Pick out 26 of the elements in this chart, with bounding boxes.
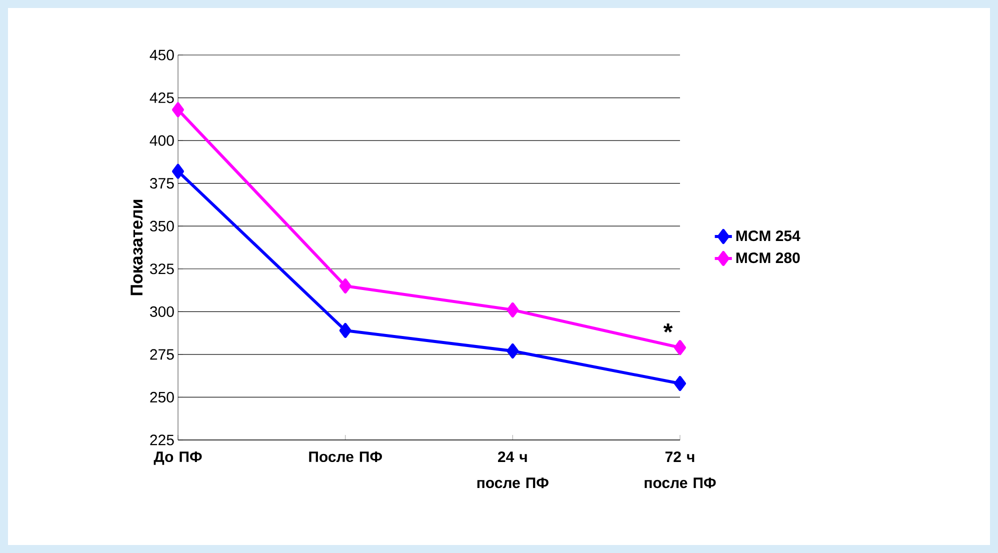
point [506, 344, 519, 359]
y-tick-label: 400 [150, 135, 174, 146]
y-tick-label: 450 [150, 50, 174, 60]
y-axis-title: Показатели [130, 200, 143, 296]
x-tick-label: После ПФ [309, 452, 382, 462]
point [674, 376, 686, 392]
y-tick-label: 300 [150, 306, 174, 317]
y-tick-label: 225 [150, 434, 174, 446]
legend-label: MCM 254 [736, 230, 800, 242]
point [172, 164, 184, 179]
annotation: * [663, 324, 673, 332]
x-tick-label: 24 ч после ПФ [477, 452, 548, 488]
y-tick-label: 275 [150, 349, 174, 360]
point [172, 102, 184, 118]
point [506, 302, 519, 318]
y-tick-label: 425 [150, 92, 174, 104]
x-tick-label: До ПФ [154, 452, 202, 465]
y-tick-label: 325 [150, 264, 174, 274]
point [339, 322, 352, 338]
point [339, 278, 352, 294]
point [674, 340, 686, 356]
y-tick-label: 250 [150, 392, 174, 403]
y-tick-label: 375 [150, 178, 174, 189]
y-tick-label: 350 [150, 220, 174, 232]
legend-label: MCM 280 [736, 252, 800, 264]
x-tick-label: 72 ч после ПФ [644, 452, 716, 488]
